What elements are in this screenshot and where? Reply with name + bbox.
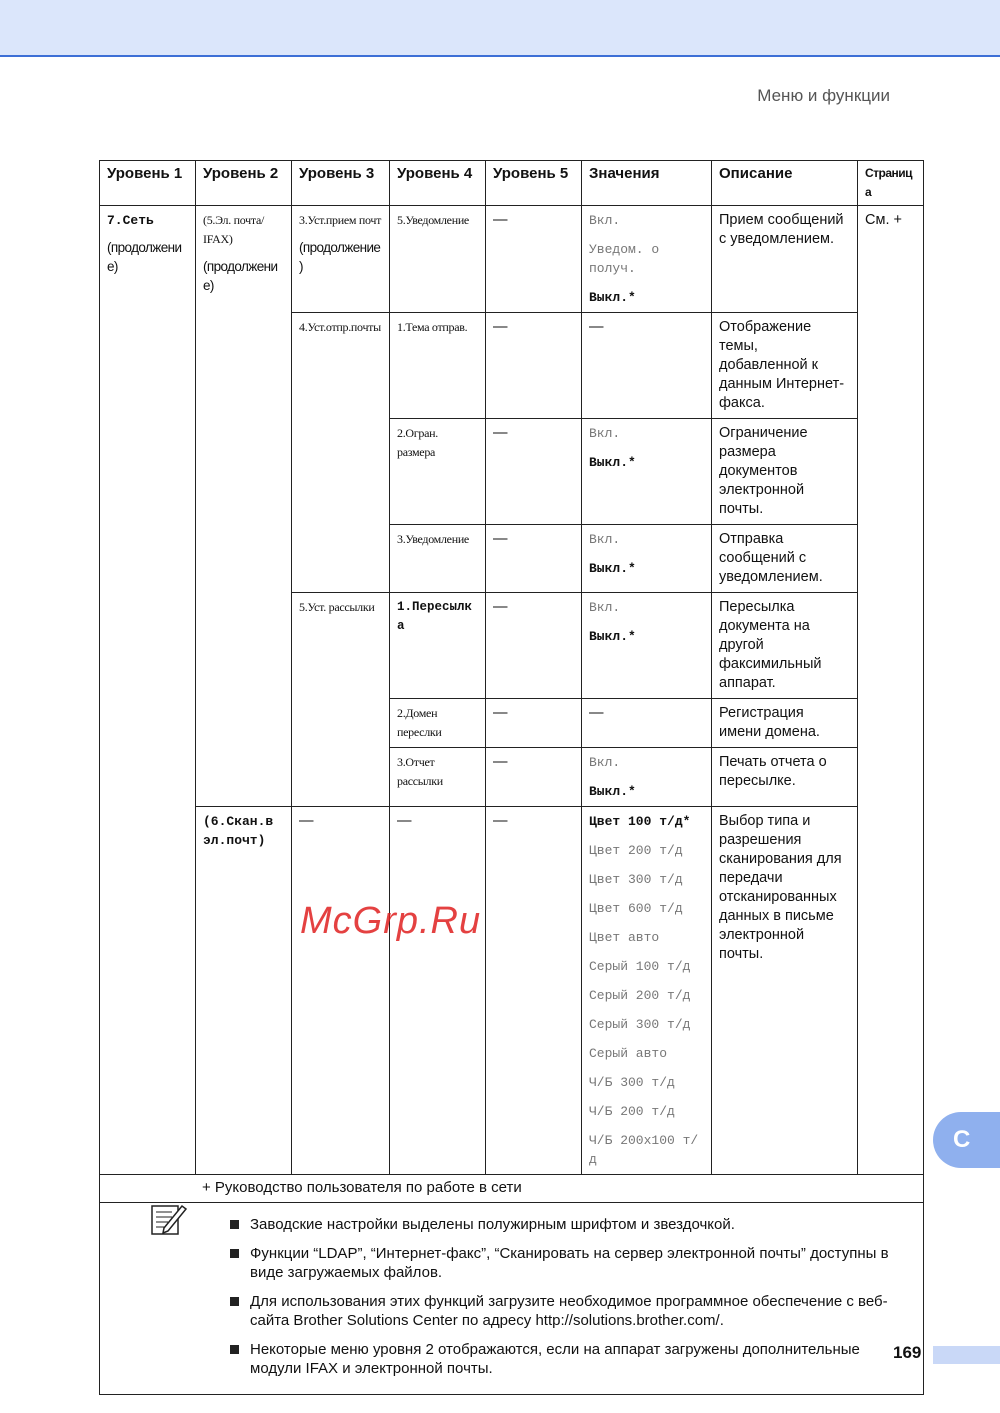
value: Вкл. [589, 426, 621, 441]
section-title: Меню и функции [757, 86, 890, 105]
col-header: Уровень 3 [291, 160, 390, 206]
table-row: 2.Домен переслки — — Регистрация имени д… [100, 698, 924, 748]
table-row: 7.Сеть (продолжение) (5.Эл. почта/ IFAX)(… [99, 205, 924, 1175]
level3-cell: — [291, 806, 390, 1175]
level4-cell: 1.Пересылка [389, 592, 486, 699]
description-cell: Пересылка документа на другой факсимильн… [711, 592, 858, 699]
values-cell: Вкл. Выкл.* [581, 418, 712, 525]
description-cell: Отправка сообщений с уведомлением. [711, 524, 858, 593]
notes-box: Заводские настройки выделены полужирным … [99, 1202, 924, 1395]
table-row: 2.Огран. размера — Вкл. Выкл.* Ограничени… [100, 418, 924, 525]
col-header: Значения [581, 160, 712, 206]
top-banner [0, 0, 1000, 57]
value: Вкл. [589, 532, 621, 547]
level4-cell: 3.Уведомление [389, 524, 486, 593]
level5-cell: — [485, 592, 582, 699]
value: Выкл.* [589, 561, 636, 576]
level4-cell: 1.Тема отправ. [389, 312, 486, 419]
level3-cell: 3.Уст.прием почт (продолжение) [291, 205, 390, 313]
level2-cell: (6.Скан.в эл.почт) [195, 806, 292, 1175]
note-item: Для использования этих функций загрузите… [228, 1292, 915, 1330]
note-item: Функции “LDAP”, “Интернет-факс”, “Сканир… [228, 1244, 915, 1282]
watermark: McGrp.Ru [300, 900, 482, 942]
value: Вкл. [589, 213, 621, 228]
level5-cell: — [485, 418, 582, 525]
level5-cell: — [485, 524, 582, 593]
level4-cell: 5.Уведомление [389, 205, 486, 313]
col-header: Страница [857, 160, 924, 206]
note-item: Некоторые меню уровня 2 отображаются, ес… [228, 1340, 915, 1378]
level3-cell: 5.Уст. рассылки [291, 592, 390, 807]
note-pencil-icon [151, 1204, 188, 1235]
level4-cell: 3.Отчет рассылки [389, 747, 486, 807]
value: Серый 100 т/д [589, 959, 691, 974]
col-header: Уровень 4 [389, 160, 486, 206]
page-number: 169 [893, 1343, 922, 1362]
level4-cell: 2.Домен переслки [389, 698, 486, 748]
table-row: 4.Уст.отпр.почты 1.Тема отправ. — — Отоб… [100, 312, 924, 593]
table-row: 3.Отчет рассылки — Вкл. Выкл.* Печать отч… [100, 747, 924, 807]
level5-cell: — [485, 806, 582, 1175]
page-bar [933, 1346, 1000, 1364]
level4-cell: — [389, 806, 486, 1175]
col-header: Уровень 1 [99, 160, 196, 206]
value: Цвет авто [589, 930, 660, 945]
level4-cell: 2.Огран. размера [389, 418, 486, 525]
description-cell: Отображение темы, добавленной к данным И… [711, 312, 858, 419]
level5-cell: — [485, 747, 582, 807]
value: Выкл.* [589, 455, 636, 470]
solutions-link[interactable]: http://solutions.brother.com/ [535, 1312, 720, 1329]
description-cell: Регистрация имени домена. [711, 698, 858, 748]
level5-cell: — [485, 312, 582, 419]
level5-cell: — [485, 698, 582, 748]
description-cell: Прием сообщений с уведомлением. [711, 205, 858, 313]
values-cell: Вкл. Уведом. о получ. Выкл.* [581, 205, 712, 313]
menu-table: Уровень 1 Уровень 2 Уровень 3 Уровень 4 … [99, 160, 924, 1395]
col-header: Уровень 5 [485, 160, 582, 206]
level1-cell: 7.Сеть (продолжение) [99, 205, 196, 1175]
value: Серый авто [589, 1046, 668, 1061]
value: Ч/Б 200x100 т/д [589, 1133, 699, 1167]
value: Цвет 200 т/д [589, 843, 683, 858]
col-header: Уровень 2 [195, 160, 292, 206]
description-cell: Выбор типа и разрешения сканирования для… [711, 806, 858, 1175]
value: Ч/Б 200 т/д [589, 1104, 675, 1119]
value: Цвет 600 т/д [589, 901, 683, 916]
value: Серый 200 т/д [589, 988, 691, 1003]
value: Серый 300 т/д [589, 1017, 691, 1032]
values-cell: Вкл. Выкл.* [581, 524, 712, 593]
values-cell: Цвет 100 т/д* Цвет 200 т/д Цвет 300 т/д Цве… [581, 806, 712, 1175]
chapter-tab: C [933, 1112, 1000, 1168]
level3-cell: 4.Уст.отпр.почты [291, 312, 390, 593]
col-header: Описание [711, 160, 858, 206]
values-cell: Вкл. Выкл.* [581, 592, 712, 699]
description-cell: Ограничение размера документов электронн… [711, 418, 858, 525]
note-item: Заводские настройки выделены полужирным … [228, 1215, 915, 1234]
values-cell: Вкл. Выкл.* [581, 747, 712, 807]
value: Цвет 100 т/д* [589, 814, 691, 829]
value: Ч/Б 300 т/д [589, 1075, 675, 1090]
value: Уведом. о получ. [589, 242, 660, 276]
table-row: (6.Скан.в эл.почт) — — — Цвет 100 т/д* Цв… [100, 806, 924, 1175]
value: Вкл. [589, 755, 621, 770]
level2-cell: (5.Эл. почта/ IFAX) (продолжение) [195, 205, 292, 807]
value: Вкл. [589, 600, 621, 615]
values-cell: — [581, 698, 712, 748]
page-ref: См. + [857, 205, 924, 1175]
value: Выкл.* [589, 290, 636, 305]
value: Выкл.* [589, 629, 636, 644]
values-cell: — [581, 312, 712, 419]
description-cell: Печать отчета о пересылке. [711, 747, 858, 807]
level5-cell: — [485, 205, 582, 313]
table-row: 5.Уст. рассылки 1.Пересылка — Вкл. Выкл.*… [100, 592, 924, 807]
value: Выкл.* [589, 784, 636, 799]
value: Цвет 300 т/д [589, 872, 683, 887]
footnote: + Руководство пользователя по работе в с… [99, 1174, 924, 1203]
